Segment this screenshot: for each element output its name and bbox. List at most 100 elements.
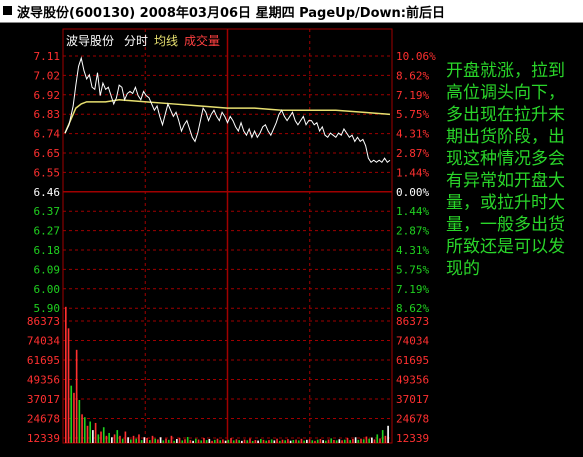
- volume-bar: [113, 434, 116, 443]
- volume-bar: [211, 440, 213, 443]
- volume-bar: [325, 440, 327, 443]
- avg-price-line: [64, 99, 391, 134]
- volume-bar: [119, 435, 121, 443]
- volume-bar: [303, 440, 305, 443]
- volume-tick-label: 86373: [27, 315, 60, 328]
- volume-bar: [376, 434, 379, 443]
- volume-bar: [384, 435, 387, 443]
- window-title: 波导股份(600130) 2008年03月06日 星期四 PageUp/Down…: [17, 6, 445, 21]
- price-tick-label: 6.46: [34, 186, 61, 199]
- volume-bar: [322, 440, 324, 443]
- volume-bar: [216, 438, 219, 443]
- volume-bar: [65, 306, 67, 443]
- volume-bar: [83, 417, 86, 443]
- volume-bar: [341, 440, 343, 443]
- price-lines: [64, 56, 391, 164]
- volume-bar: [241, 440, 243, 443]
- volume-bar: [121, 438, 124, 443]
- volume-bar: [381, 430, 384, 443]
- volume-bar: [165, 438, 167, 443]
- volume-bar: [243, 439, 246, 443]
- price-tick-label: 6.74: [34, 128, 61, 141]
- volume-tick-label-right: 24678: [396, 413, 429, 426]
- percent-tick-label: 5.75%: [396, 263, 429, 276]
- percent-tick-label: 4.31%: [396, 128, 429, 141]
- volume-bar: [189, 440, 192, 443]
- volume-bar: [192, 440, 194, 443]
- volume-bar: [249, 438, 251, 443]
- price-tick-label: 6.65: [34, 147, 61, 160]
- volume-bar: [284, 440, 287, 443]
- price-tick-label: 7.02: [34, 69, 61, 82]
- volume-bar: [108, 432, 110, 443]
- volume-bar: [200, 440, 203, 443]
- volume-bar: [73, 392, 75, 443]
- volume-bar: [81, 414, 83, 443]
- volume-tick-label: 37017: [27, 393, 60, 406]
- volume-tick-label-right: 49356: [396, 374, 429, 387]
- volume-bar: [333, 439, 335, 443]
- percent-axis-right: 10.06% 8.62% 7.19% 5.75% 4.31% 2.87% 1.44% 0.00…: [396, 50, 436, 445]
- volume-bar: [297, 440, 300, 443]
- intraday-chart: 波导股份 分时 均线 成交量 7.11 7.02 6.92 6.83 6.74 6.65 6.55…: [27, 28, 436, 445]
- price-line: [64, 56, 391, 164]
- percent-tick-label: 1.44%: [396, 166, 429, 179]
- price-tick-label: 6.83: [34, 108, 61, 121]
- price-tick-label: 6.18: [34, 244, 61, 257]
- volume-bar: [352, 438, 354, 443]
- volume-tick-label-right: 74034: [396, 335, 429, 348]
- volume-bar: [287, 439, 289, 443]
- volume-bar: [330, 438, 333, 443]
- percent-tick-label: 10.06%: [396, 50, 436, 63]
- legend-item-均线: 均线: [154, 34, 178, 48]
- volume-bar: [140, 440, 143, 443]
- volume-bar: [373, 439, 376, 443]
- volume-bar: [151, 435, 154, 443]
- title-bar: 波导股份(600130) 2008年03月06日 星期四 PageUp/Down…: [0, 0, 583, 23]
- volume-bar: [92, 430, 94, 443]
- percent-tick-label: 2.87%: [396, 225, 429, 238]
- price-tick-label: 6.27: [34, 225, 61, 238]
- volume-bar: [246, 440, 249, 443]
- percent-tick-label: 8.62%: [396, 69, 429, 82]
- volume-bar: [75, 349, 78, 443]
- volume-bar: [159, 437, 162, 443]
- price-tick-label: 5.90: [34, 302, 61, 315]
- volume-bar: [295, 439, 297, 443]
- volume-bar: [219, 440, 222, 443]
- volume-bar: [343, 439, 346, 443]
- volume-bar: [235, 439, 238, 443]
- price-tick-label: 6.92: [34, 89, 61, 102]
- volume-bar: [365, 436, 368, 443]
- volume-bar: [308, 439, 311, 443]
- percent-tick-label: 2.87%: [396, 147, 429, 160]
- volume-tick-label-right: 37017: [396, 393, 429, 406]
- volume-tick-label: 49356: [27, 374, 60, 387]
- volume-tick-label: 24678: [27, 413, 60, 426]
- volume-bar: [346, 437, 349, 443]
- volume-bar: [111, 437, 113, 443]
- volume-bar: [181, 440, 184, 443]
- volume-bar: [268, 440, 270, 443]
- percent-tick-label: 7.19%: [396, 283, 429, 296]
- volume-bar: [368, 438, 370, 443]
- volume-bar: [387, 425, 389, 443]
- volume-bar: [257, 440, 259, 443]
- volume-bar: [167, 439, 170, 443]
- volume-bar: [260, 438, 262, 443]
- volume-bar: [102, 427, 105, 443]
- percent-tick-label: 5.75%: [396, 108, 429, 121]
- volume-bar: [278, 440, 281, 443]
- volume-bar: [262, 439, 265, 443]
- volume-bar: [105, 435, 108, 443]
- price-tick-label: 6.00: [34, 283, 61, 296]
- volume-bar: [270, 439, 273, 443]
- volume-bar: [289, 440, 292, 443]
- volume-bar: [195, 438, 197, 443]
- volume-tick-label: 61695: [27, 354, 60, 367]
- volume-bar: [173, 440, 175, 443]
- volume-bar: [162, 440, 165, 443]
- volume-bar: [338, 439, 341, 443]
- price-axis-left: 7.11 7.02 6.92 6.83 6.74 6.65 6.55 6.46 6.37 6.27…: [27, 50, 60, 445]
- volume-bar: [203, 437, 205, 443]
